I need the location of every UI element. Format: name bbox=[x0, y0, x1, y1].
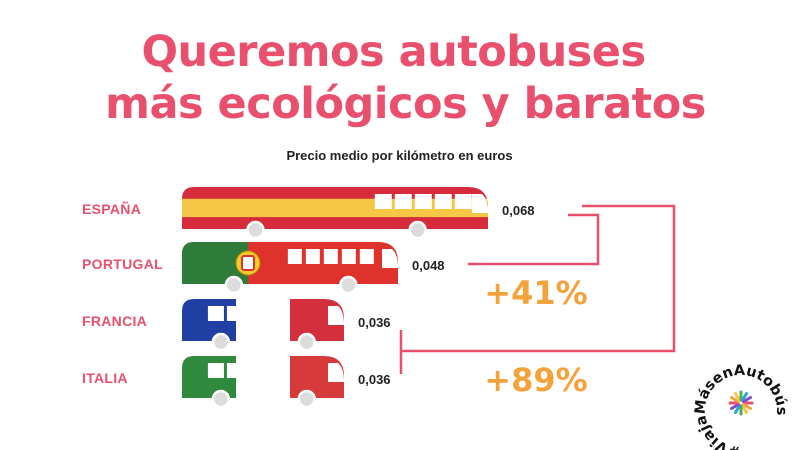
bus-window bbox=[414, 194, 432, 209]
burst-ray bbox=[729, 396, 740, 403]
value-label-italia: 0,036 bbox=[358, 372, 391, 387]
bus-windshield bbox=[328, 363, 344, 382]
flag-fill-espana bbox=[182, 187, 488, 229]
bus-window bbox=[374, 194, 392, 209]
country-label-portugal: PORTUGAL bbox=[82, 256, 163, 272]
bus-window bbox=[359, 249, 374, 264]
bus-window bbox=[341, 249, 356, 264]
bus-window bbox=[287, 249, 302, 264]
burst-ray bbox=[741, 404, 748, 415]
burst-ray bbox=[742, 396, 753, 403]
bus-wheel bbox=[339, 275, 358, 295]
bus-window bbox=[323, 249, 338, 264]
bus-window bbox=[305, 249, 320, 264]
bus-wheel bbox=[224, 275, 244, 295]
bus-wheel bbox=[297, 389, 316, 409]
bus-bar-francia bbox=[182, 299, 344, 352]
bus-window bbox=[434, 194, 452, 209]
burst-ray bbox=[734, 404, 741, 415]
bracket-spain-france-italy bbox=[401, 204, 676, 353]
bus-window bbox=[226, 363, 243, 378]
bus-wheel bbox=[297, 332, 316, 352]
bus-wheel bbox=[211, 389, 231, 409]
bus-window bbox=[226, 306, 243, 321]
value-label-espana: 0,068 bbox=[502, 203, 535, 218]
burst-ray bbox=[742, 403, 753, 410]
burst-ray bbox=[729, 403, 740, 410]
bus-windshield bbox=[382, 249, 398, 268]
bus-bar-espana bbox=[182, 187, 488, 240]
annotation-41-percent: +41% bbox=[484, 274, 587, 312]
colorful-burst-icon bbox=[728, 390, 754, 416]
bus-bar-italia bbox=[182, 356, 344, 409]
bus-window bbox=[245, 306, 262, 321]
bracket-spain-portugal bbox=[468, 213, 600, 266]
chart-subtitle: Precio medio por kilómetro en euros bbox=[286, 148, 513, 163]
annotation-89-percent: +89% bbox=[484, 361, 587, 399]
bus-windshield bbox=[328, 306, 344, 325]
bus-windshield bbox=[472, 194, 488, 213]
bus-window bbox=[207, 306, 224, 321]
bus-window bbox=[207, 363, 224, 378]
comparison-brackets bbox=[399, 204, 676, 374]
flag-fill-italia bbox=[182, 356, 344, 398]
bus-wheel bbox=[211, 332, 231, 352]
bus-bar-portugal bbox=[182, 242, 398, 295]
bus-wheel bbox=[246, 220, 265, 240]
burst-ray bbox=[734, 391, 741, 402]
title-line-2: más ecológicos y baratos bbox=[105, 79, 706, 129]
country-label-espana: ESPAÑA bbox=[82, 200, 141, 217]
bus-window bbox=[394, 194, 412, 209]
bus-wheel bbox=[408, 220, 427, 240]
burst-ray bbox=[741, 391, 748, 402]
hashtag-badge: #ViajaMásenAutobús bbox=[693, 363, 789, 450]
country-label-italia: ITALIA bbox=[82, 370, 128, 386]
bus-window bbox=[454, 194, 472, 209]
flag-fill-francia bbox=[182, 299, 344, 341]
flag-fill-portugal bbox=[182, 242, 398, 284]
value-label-portugal: 0,048 bbox=[412, 258, 445, 273]
bus-window bbox=[245, 363, 262, 378]
title-line-1: Queremos autobuses bbox=[141, 27, 646, 77]
value-label-francia: 0,036 bbox=[358, 315, 391, 330]
country-label-francia: FRANCIA bbox=[82, 313, 147, 329]
